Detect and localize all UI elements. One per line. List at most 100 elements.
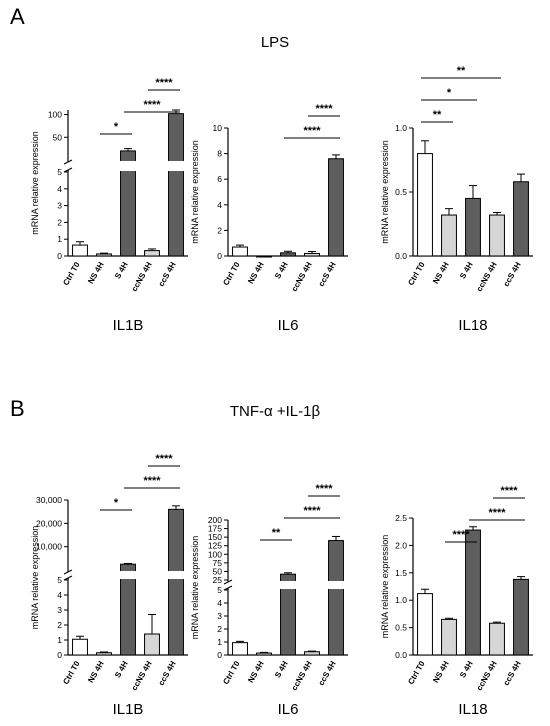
- y-tick-label: 2: [57, 217, 62, 227]
- y-tick-label: 2: [217, 624, 222, 634]
- y-tick-label: 0: [57, 650, 62, 660]
- bar-break-gap: [167, 571, 185, 579]
- y-tick-label: 0.0: [395, 251, 407, 261]
- y-tick-label: 2: [217, 225, 222, 235]
- y-tick-label: 200: [208, 515, 222, 525]
- y-axis-label: mRNA relative expression: [380, 535, 390, 639]
- category-label: S 4H: [273, 659, 290, 679]
- category-label: ccS 4H: [317, 260, 338, 288]
- y-axis-label: mRNA relative expression: [190, 536, 200, 640]
- chart-b-il1b: 0 1 2 3 4 5 10,000 20,000 30,000 mRNA relative ex…: [30, 453, 188, 718]
- y-tick-label: 0: [57, 251, 62, 261]
- y-tick-label: 1: [57, 635, 62, 645]
- bar-ns-4h: [96, 652, 112, 656]
- y-tick-label: 25: [213, 575, 223, 585]
- y-tick-label: 2: [57, 620, 62, 630]
- significance-label: ****: [315, 103, 333, 115]
- y-axis-label: mRNA relative expression: [30, 526, 40, 630]
- chart-a-il1b: 0 1 2 3 4 5 50 100 mRNA relative expression Ctrl …: [30, 77, 188, 334]
- bar-ns-4h: [256, 652, 272, 656]
- axis-break-mark: [223, 585, 233, 591]
- y-tick-label: 4: [57, 590, 62, 600]
- y-axis-label: mRNA relative expression: [380, 140, 390, 244]
- category-label: NS 4H: [431, 260, 451, 285]
- y-tick-label: 20,000: [36, 518, 62, 528]
- category-label: ccNS 4H: [475, 260, 499, 293]
- bar-ns-4h: [441, 618, 457, 656]
- category-label: NS 4H: [86, 260, 106, 285]
- bar-ccs-4h: [513, 578, 529, 656]
- bar-ccns-4h: [489, 214, 505, 257]
- y-tick-label: 10,000: [36, 542, 62, 552]
- significance-label: ****: [155, 453, 173, 465]
- y-tick-label: 5: [57, 575, 62, 585]
- bar-break-gap: [119, 571, 137, 579]
- y-axis-label: mRNA relative expression: [30, 131, 40, 235]
- y-tick-label: 175: [208, 524, 222, 534]
- category-label: Ctrl T0: [406, 659, 427, 686]
- significance-label: ****: [143, 475, 161, 487]
- panel-a-title: LPS: [261, 34, 289, 51]
- y-tick-label: 3: [57, 201, 62, 211]
- category-label: S 4H: [113, 659, 130, 679]
- bar-ctrl-t0: [72, 638, 88, 656]
- gene-label: IL18: [458, 701, 487, 718]
- y-tick-label: 0.0: [395, 650, 407, 660]
- y-axis-label: mRNA relative expression: [190, 140, 200, 244]
- y-tick-label: 30,000: [36, 495, 62, 505]
- bar-break-gap: [119, 161, 137, 171]
- gene-label: IL18: [458, 317, 487, 334]
- category-label: ccNS 4H: [290, 659, 314, 692]
- bar-ccs-4h: [168, 508, 184, 656]
- y-tick-label: 3: [217, 611, 222, 621]
- significance-label: ****: [303, 505, 321, 517]
- y-tick-label: 10: [213, 123, 223, 133]
- y-tick-label: 50: [53, 132, 63, 142]
- y-tick-label: 0: [217, 251, 222, 261]
- category-label: Ctrl T0: [221, 260, 242, 287]
- axis-break-mark: [63, 575, 73, 581]
- category-label: Ctrl T0: [61, 659, 82, 686]
- category-label: NS 4H: [246, 659, 266, 684]
- significance-label: ****: [303, 125, 321, 137]
- y-tick-label: 100: [208, 549, 222, 559]
- bar-ctrl-t0: [232, 642, 248, 656]
- panel-b-title: TNF-α +IL-1β: [230, 403, 321, 420]
- bar-s-4h: [280, 252, 296, 257]
- gene-label: IL6: [278, 701, 299, 718]
- gene-label: IL1B: [113, 317, 144, 334]
- y-tick-label: 0.5: [395, 187, 407, 197]
- bar-ccs-4h: [328, 540, 344, 656]
- y-tick-label: 1.0: [395, 123, 407, 133]
- y-tick-label: 1.0: [395, 595, 407, 605]
- panel-b-letter: B: [10, 396, 25, 421]
- bar-ccns-4h: [144, 250, 160, 257]
- bar-ns-4h: [96, 253, 112, 257]
- bar-break-gap: [167, 161, 185, 171]
- bar-s-4h: [465, 197, 481, 257]
- y-tick-label: 5: [217, 585, 222, 595]
- y-tick-label: 6: [217, 174, 222, 184]
- category-label: NS 4H: [86, 659, 106, 684]
- gene-label: IL6: [278, 317, 299, 334]
- y-tick-label: 100: [48, 110, 62, 120]
- bar-ccs-4h: [513, 181, 529, 257]
- y-tick-label: 2.0: [395, 540, 407, 550]
- bar-break-gap: [327, 581, 345, 589]
- category-label: ccS 4H: [317, 659, 338, 687]
- axis-break-mark: [63, 167, 73, 173]
- significance-label: **: [272, 527, 281, 539]
- significance-label: **: [457, 65, 466, 77]
- y-tick-label: 150: [208, 532, 222, 542]
- significance-label: *: [447, 87, 452, 99]
- category-label: Ctrl T0: [61, 260, 82, 287]
- category-label: ccNS 4H: [130, 659, 154, 692]
- bar-ns-4h: [256, 255, 272, 258]
- y-tick-label: 3: [57, 605, 62, 615]
- y-tick-label: 75: [213, 558, 223, 568]
- category-label: ccNS 4H: [130, 260, 154, 293]
- significance-label: ****: [488, 507, 506, 519]
- bar-ccs-4h: [328, 158, 344, 257]
- bar-ctrl-t0: [417, 593, 433, 656]
